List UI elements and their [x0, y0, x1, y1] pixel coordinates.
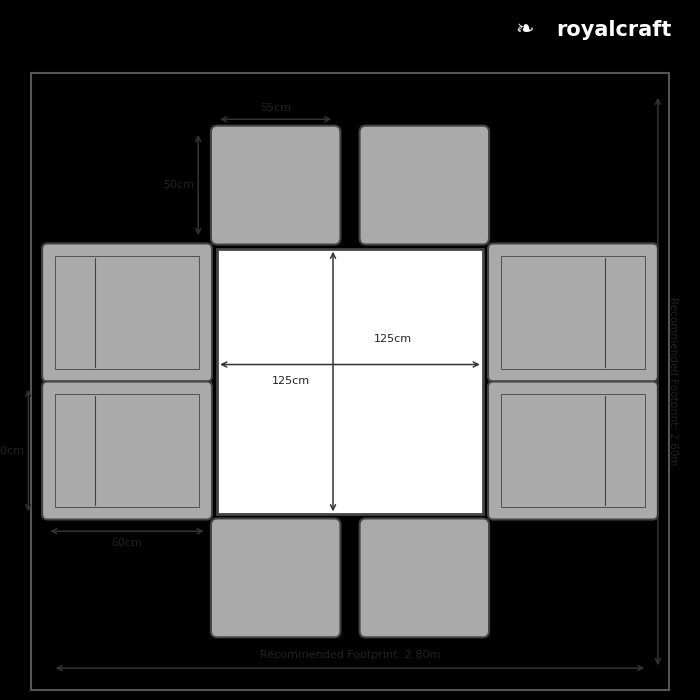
- Bar: [500, 256, 645, 369]
- Text: 55cm: 55cm: [260, 103, 291, 113]
- Text: ❧: ❧: [516, 20, 534, 40]
- FancyBboxPatch shape: [488, 244, 658, 382]
- Bar: [31, 73, 669, 690]
- Text: 50cm: 50cm: [163, 180, 194, 190]
- FancyBboxPatch shape: [211, 125, 340, 244]
- Text: 125cm: 125cm: [272, 377, 309, 386]
- FancyBboxPatch shape: [360, 519, 489, 638]
- Text: Recommended Footprint: 2.60m: Recommended Footprint: 2.60m: [668, 298, 678, 466]
- Bar: [55, 256, 199, 369]
- FancyBboxPatch shape: [42, 244, 212, 382]
- FancyBboxPatch shape: [211, 519, 340, 638]
- Text: royalcraft: royalcraft: [556, 20, 672, 40]
- Text: 60cm: 60cm: [0, 445, 24, 456]
- Text: Recommended Footprint: 2.80m: Recommended Footprint: 2.80m: [260, 650, 440, 659]
- FancyBboxPatch shape: [360, 125, 489, 244]
- Bar: [55, 394, 199, 507]
- FancyBboxPatch shape: [42, 382, 212, 519]
- Text: 125cm: 125cm: [373, 334, 412, 344]
- Bar: [217, 248, 483, 514]
- Text: 60cm: 60cm: [111, 538, 143, 547]
- Bar: [500, 394, 645, 507]
- FancyBboxPatch shape: [488, 382, 658, 519]
